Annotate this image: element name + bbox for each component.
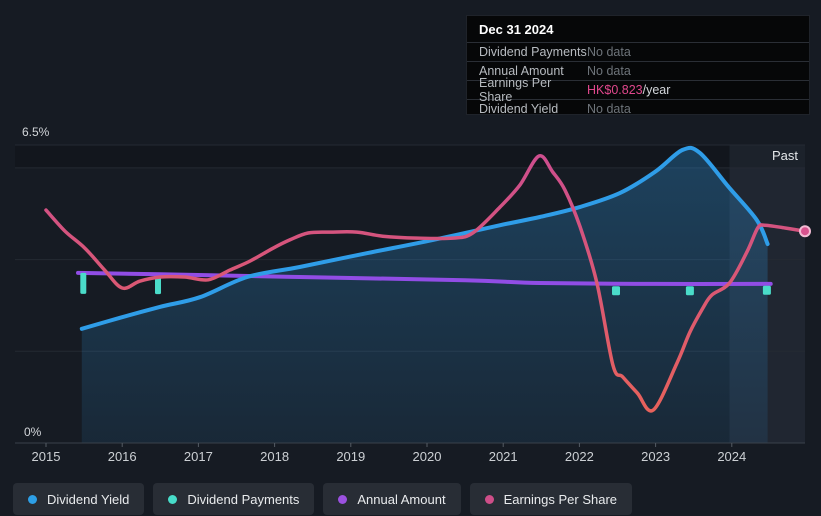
legend-item-earnings-per-share[interactable]: Earnings Per Share [469,483,633,515]
legend-item-dividend-payments[interactable]: Dividend Payments [153,483,315,515]
tooltip-row-earnings-per-share: Earnings Per Share HK$0.823/year [467,76,809,104]
dividend-payment-marker [155,276,161,295]
x-tick-label: 2015 [31,449,61,464]
x-tick-label: 2018 [260,449,290,464]
x-tick-label: 2017 [183,449,213,464]
tooltip-row-annual-amount: Annual Amount No data [467,61,809,80]
x-tick-label: 2020 [412,449,442,464]
legend-label: Dividend Payments [187,491,300,507]
tooltip-date: Dec 31 2024 [479,22,554,37]
dividend-payment-marker [762,285,771,295]
chart-tooltip: Dec 31 2024 Dividend Payments No data An… [466,15,810,118]
tooltip-value: No data [587,45,631,59]
chart-legend: Dividend Yield Dividend Payments Annual … [13,483,633,515]
tooltip-value: No data [587,64,631,78]
tooltip-value: No data [587,102,631,116]
x-tick-label: 2019 [336,449,366,464]
tooltip-label: Dividend Payments [479,45,587,59]
yield-area [81,147,768,444]
dividend-payment-marker [612,286,620,296]
tooltip-eps-value: HK$0.823 [587,83,643,97]
dividend-yield-dot-icon [28,494,37,504]
dividend-payment-marker [80,272,87,294]
x-tick-label: 2023 [641,449,671,464]
legend-item-annual-amount[interactable]: Annual Amount [323,483,461,515]
x-tick-label: 2021 [488,449,518,464]
tooltip-label: Earnings Per Share [479,76,552,104]
tooltip-eps-suffix: /year [642,83,671,97]
eps-end-dot [799,225,811,238]
earnings-per-share-dot-icon [484,494,494,504]
legend-item-dividend-yield[interactable]: Dividend Yield [13,483,145,515]
y-axis-top-label: 6.5% [22,125,50,139]
tooltip-row-dividend-yield: Dividend Yield No data [467,99,809,118]
annual-amount-line [76,270,773,286]
tooltip-row-dividend-payments: Dividend Payments No data [467,42,809,61]
x-tick-label: 2016 [107,449,137,464]
annual-amount-dot-icon [338,494,348,504]
top-strip [15,145,805,168]
dividend-yield-line [79,145,770,331]
tooltip-label: Dividend Yield [479,102,559,116]
legend-label: Annual Amount [357,491,446,507]
past-label: Past [772,148,799,163]
legend-label: Earnings Per Share [503,491,618,507]
dividend-payment-marker [685,286,694,296]
dividend-payments-dot-icon [168,494,178,504]
dividend-history-chart[interactable] [0,0,821,470]
eps-line [44,154,807,413]
tooltip-label: Annual Amount [479,64,564,78]
legend-label: Dividend Yield [47,491,130,507]
x-tick-label: 2022 [564,449,594,464]
y-axis-bottom-label: 0% [24,425,42,439]
x-tick-label: 2024 [717,449,747,464]
